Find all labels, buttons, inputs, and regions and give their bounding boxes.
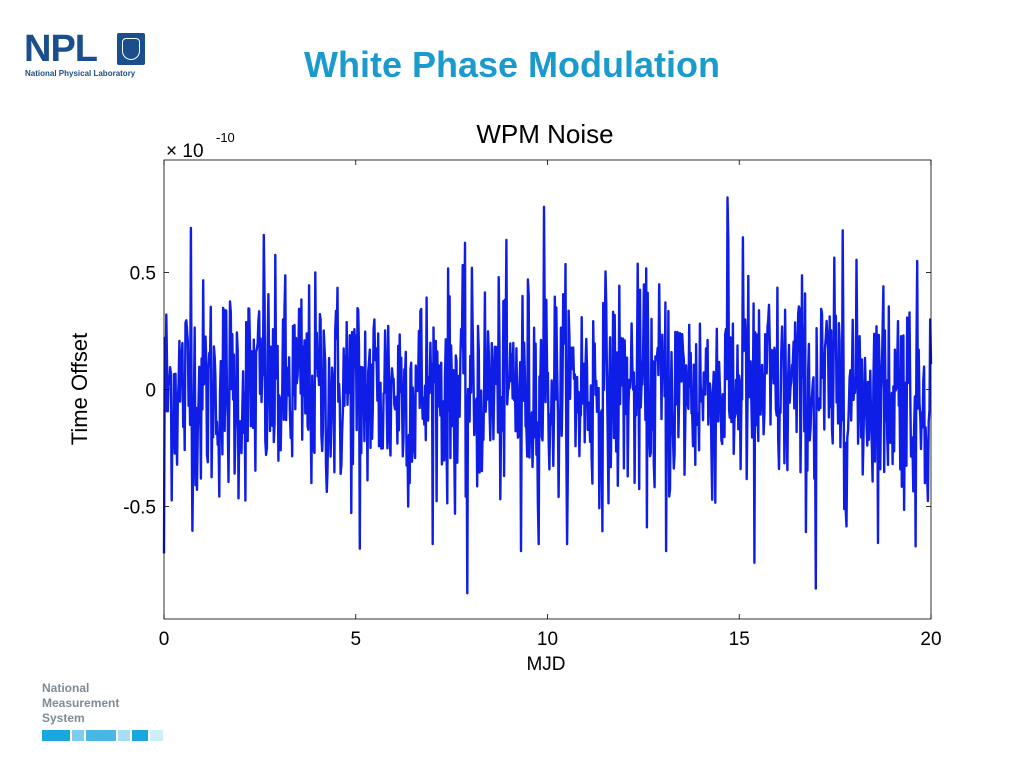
nms-logo: National Measurement System xyxy=(42,681,119,726)
y-tick-label: 0.5 xyxy=(130,263,156,284)
x-tick-label: 0 xyxy=(159,629,170,650)
x-axis-label: MJD xyxy=(526,654,565,675)
nms-line-3: System xyxy=(42,711,85,725)
crest-icon xyxy=(117,33,145,65)
y-tick-label: -0.5 xyxy=(123,498,156,519)
npl-logo-letters: NPL xyxy=(24,28,98,70)
slide-title: White Phase Modulation xyxy=(303,44,720,85)
npl-logo: NPL National Physical Laboratory xyxy=(24,28,148,81)
series-line xyxy=(162,196,933,595)
x-tick-label: 5 xyxy=(350,629,361,650)
nms-line-1: National xyxy=(42,681,90,695)
nms-line-2: Measurement xyxy=(42,696,120,710)
x-tick-label: 15 xyxy=(729,629,750,650)
nms-color-bar xyxy=(42,730,163,741)
x-tick-label: 10 xyxy=(537,629,558,650)
y-axis-label: Time Offset xyxy=(67,333,92,445)
y-exponent-label: × 10 xyxy=(166,141,204,162)
x-tick-label: 20 xyxy=(920,629,941,650)
y-tick-label: 0 xyxy=(145,381,156,402)
y-exponent-value: -10 xyxy=(216,130,235,145)
npl-logo-subtitle: National Physical Laboratory xyxy=(25,69,136,78)
chart-title: WPM Noise xyxy=(476,119,613,149)
